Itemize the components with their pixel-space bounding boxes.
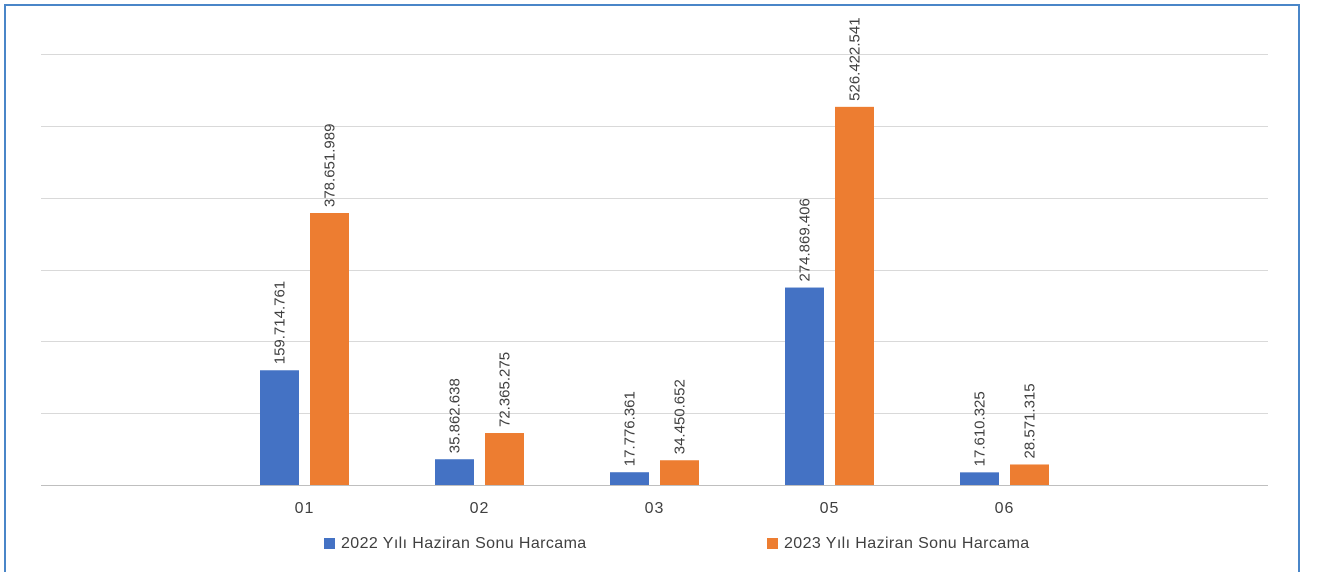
legend-swatch <box>767 538 778 549</box>
bar-2022-03 <box>610 472 649 485</box>
data-label: 274.869.406 <box>797 198 814 281</box>
bar-2022-01 <box>260 370 299 485</box>
data-label: 28.571.315 <box>1022 383 1039 458</box>
data-label: 72.365.275 <box>497 352 514 427</box>
chart-frame <box>4 4 1300 572</box>
data-labels: 159.714.761 378.651.989 35.862.638 72.365.2… <box>272 17 1039 466</box>
bar-2023-01 <box>310 213 349 485</box>
x-tick-label: 01 <box>295 500 315 517</box>
x-tick-label: 03 <box>645 500 665 517</box>
bar-2022-06 <box>960 472 999 485</box>
data-label: 17.610.325 <box>972 391 989 466</box>
data-label: 526.422.541 <box>847 17 864 100</box>
legend-swatch <box>324 538 335 549</box>
x-tick-label: 05 <box>820 500 840 517</box>
data-label: 35.862.638 <box>447 378 464 453</box>
bar-2023-06 <box>1010 464 1049 485</box>
legend-label: 2022 Yılı Haziran Sonu Harcama <box>341 535 587 552</box>
legend-label: 2023 Yılı Haziran Sonu Harcama <box>784 535 1030 552</box>
bar-2022-02 <box>435 459 474 485</box>
x-tick-label: 02 <box>470 500 490 517</box>
x-tick-label: 06 <box>995 500 1015 517</box>
x-tick-labels: 01 02 03 05 06 <box>295 500 1015 517</box>
bar-2023-03 <box>660 460 699 485</box>
data-label: 34.450.652 <box>672 379 689 454</box>
bar-2023-05 <box>835 106 874 485</box>
bars <box>260 106 1049 485</box>
bar-2022-05 <box>785 287 824 485</box>
data-label: 159.714.761 <box>272 281 289 364</box>
bar-2023-02 <box>485 433 524 485</box>
data-label: 378.651.989 <box>322 124 339 207</box>
gridlines <box>41 54 1268 486</box>
data-label: 17.776.361 <box>622 391 639 466</box>
legend: 2022 Yılı Haziran Sonu Harcama 2023 Yılı … <box>324 535 1030 552</box>
